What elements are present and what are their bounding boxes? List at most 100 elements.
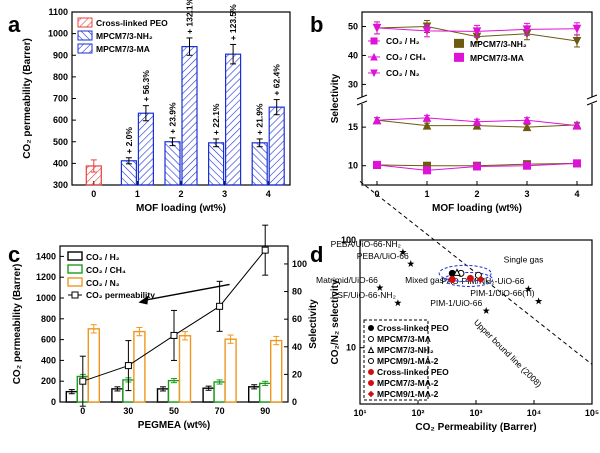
- literature-point: [482, 307, 490, 314]
- xtick-label-b: 0: [374, 189, 379, 199]
- panel-label-c: c: [8, 242, 20, 267]
- point-b: [422, 26, 432, 36]
- point-b: [372, 115, 382, 125]
- point-b: [423, 166, 431, 175]
- xtick-label-c: 50: [169, 406, 179, 416]
- literature-label: PEBA/UiO-66-NH₂: [331, 239, 401, 249]
- single-gas-point: [453, 268, 461, 276]
- point-b: [472, 27, 482, 37]
- legend-label-a: Cross-linked PEO: [96, 18, 168, 28]
- annotation-a: + 21.9%: [255, 103, 265, 135]
- legend-label-b: CO₂ / N₂: [386, 68, 420, 78]
- legend-label-b: CO₂ / H₂: [386, 36, 420, 46]
- annotation-a: + 132.1%: [185, 0, 195, 34]
- literature-point: [407, 260, 415, 267]
- xtick-label-b: 1: [424, 189, 429, 199]
- ytick-right-label-c: 20: [292, 369, 302, 379]
- legend-label-d: Cross-linked PEO: [377, 367, 449, 377]
- ytick-label-a: 800: [53, 72, 68, 82]
- arrowhead-c: [138, 295, 149, 305]
- legend-marker-d: [367, 390, 375, 398]
- literature-point: [376, 283, 384, 291]
- literature-point: [524, 285, 532, 293]
- axis-break: [588, 97, 596, 104]
- annotation-a: + 62.4%: [272, 64, 282, 96]
- legend-marker-c: [71, 291, 79, 299]
- literature-label: PAO-PIM/NH₂-UiO-66: [441, 276, 524, 286]
- point-b: [573, 159, 581, 168]
- axis-break-mark: [356, 100, 368, 106]
- axis-break: [358, 97, 366, 104]
- panel-label-b: b: [310, 12, 323, 37]
- point-c: [261, 246, 269, 254]
- point-b: [572, 120, 582, 130]
- literature-label: PEBA/UiO-66: [357, 251, 409, 261]
- axis-break-mark: [356, 94, 368, 100]
- ytick-label-b: 50: [348, 21, 358, 31]
- ytick-label-d: 100: [341, 235, 356, 245]
- ytick-label-a: 700: [53, 94, 68, 104]
- legend-label-d: Cross-linked PEO: [377, 323, 449, 333]
- panel-label-d: d: [310, 242, 323, 267]
- bar-c: [259, 382, 272, 403]
- point-c: [79, 377, 87, 385]
- legend-label-c: CO₂ / CH₄: [86, 265, 126, 275]
- xtick-label-b: 3: [524, 189, 529, 199]
- ytick-label-c: 800: [41, 314, 56, 324]
- bar-c: [87, 328, 101, 403]
- legend-label-a: MPCM7/3-NH₂: [96, 31, 153, 41]
- xtick-label-d: 10³: [469, 408, 482, 418]
- ytick-label-a: 1000: [48, 29, 68, 39]
- literature-point: [534, 297, 543, 305]
- ytick-right-label-c: 0: [292, 397, 297, 407]
- ytick-label-b: 15: [348, 122, 358, 132]
- ylabel-a: CO₂ permeability (Barrer): [22, 38, 33, 159]
- axis-break-mark: [586, 94, 598, 100]
- xtick-label-d: 10⁵: [585, 408, 599, 418]
- legend-marker-d: [368, 325, 374, 331]
- xtick-label-d: 10⁴: [527, 408, 541, 418]
- mixed-gas-label: Mixed gas: [405, 275, 444, 285]
- xlabel-a: MOF loading (wt%): [136, 203, 226, 214]
- xtick-label-a: 0: [91, 189, 96, 199]
- point-b: [572, 24, 582, 34]
- legend-label-b: CO₂ / CH₄: [386, 52, 426, 62]
- axis-break-mark: [586, 100, 598, 106]
- single-gas-label: Single gas: [504, 254, 544, 264]
- ytick-label-b: 10: [348, 161, 358, 171]
- bar-c: [224, 338, 237, 403]
- xtick-label-a: 2: [178, 189, 183, 199]
- ytick-label-a: 600: [53, 115, 68, 125]
- bar-c: [133, 330, 146, 403]
- xtick-label-c: 90: [260, 406, 270, 416]
- literature-label: Matrimid/UiO-66: [316, 275, 378, 285]
- bar-ma: [268, 106, 285, 186]
- legend-label-c: CO₂ permeability: [86, 290, 155, 300]
- ytick-label-c: 200: [41, 376, 56, 386]
- point-b: [522, 25, 532, 34]
- legend-marker-d: [368, 369, 374, 375]
- point-b: [473, 162, 481, 171]
- ytick-label-a: 1100: [48, 7, 68, 17]
- bar-nh2: [251, 142, 268, 186]
- literature-label: PIM-1/UiO-66: [430, 298, 482, 308]
- bar-nh2: [208, 142, 225, 186]
- ytick-right-label-c: 40: [292, 342, 302, 352]
- legend-label-d: MPCM9/1-MA-2: [377, 356, 439, 366]
- xtick-label-c: 70: [215, 406, 225, 416]
- xtick-label-a: 4: [266, 189, 271, 199]
- legend-label-d: MPCM7/3-MA-2: [377, 378, 439, 388]
- bar-nh2: [120, 160, 138, 186]
- ytick-label-c: 400: [41, 355, 56, 365]
- xtick-label-b: 4: [574, 189, 579, 199]
- ytick-label-b: 30: [348, 79, 358, 89]
- literature-point: [399, 248, 407, 256]
- xtick-label-c: 30: [123, 406, 133, 416]
- legend-label-d: MPCM7/3-NH₂: [377, 345, 434, 355]
- legend-marker-d: [368, 358, 374, 364]
- point-b: [523, 161, 531, 170]
- ellipse-mixed-gas: [444, 271, 494, 287]
- ylabel-d: CO₂/N₂ selectivity: [330, 279, 341, 364]
- legend-swatch-c: [67, 277, 83, 287]
- annotation-a: + 2.0%: [124, 127, 134, 154]
